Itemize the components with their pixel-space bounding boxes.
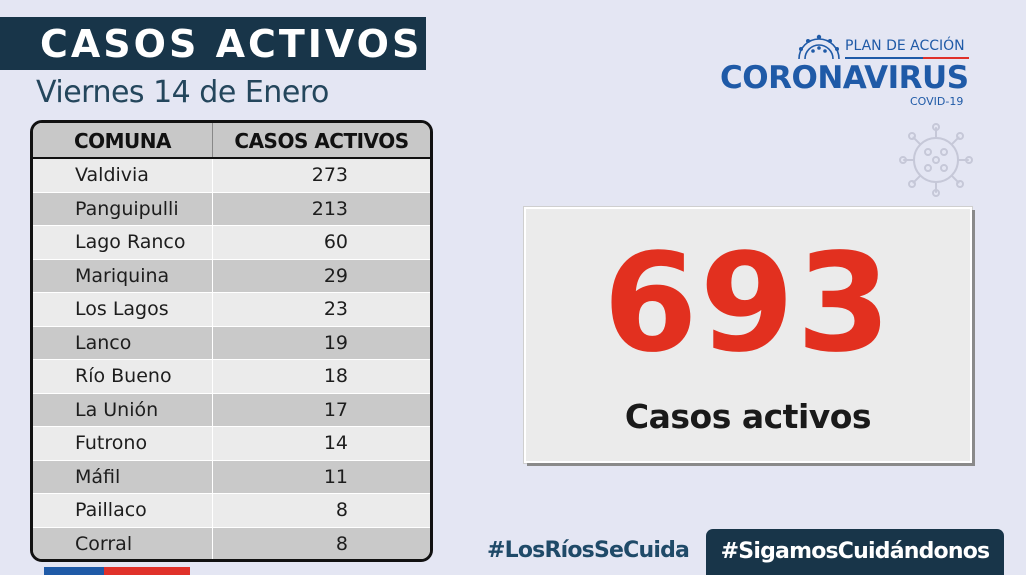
table-row: Los Lagos 23 — [33, 293, 430, 327]
table-row: Paillaco 8 — [33, 494, 430, 528]
date-subtitle: Viernes 14 de Enero — [36, 75, 329, 110]
hashtag-los-rios: #LosRíosSeCuida — [487, 538, 690, 563]
page-title: CASOS ACTIVOS — [40, 22, 423, 66]
table-row: Valdivia 273 — [33, 159, 430, 193]
table-row: Lago Ranco 60 — [33, 226, 430, 260]
table-row: Máfil 11 — [33, 460, 430, 494]
hashtag-banner: #SigamosCuidándonos — [706, 529, 1004, 575]
table-row: Lanco 19 — [33, 326, 430, 360]
table-row: Corral 8 — [33, 527, 430, 559]
cell-comuna: Lago Ranco — [33, 226, 213, 259]
cell-casos: 17 — [323, 398, 348, 421]
cell-comuna: Corral — [33, 527, 213, 559]
cell-comuna: Mariquina — [33, 259, 213, 292]
logo-covid-text: COVID-19 — [910, 95, 964, 108]
logo-coronavirus-text: CORONAVIRUS — [720, 60, 969, 96]
cell-casos: 11 — [323, 465, 348, 488]
virus-decoration-icon — [899, 123, 973, 197]
cell-comuna: Río Bueno — [33, 360, 213, 393]
cell-casos: 23 — [323, 298, 348, 320]
title-banner — [0, 17, 426, 70]
cell-comuna: Lanco — [33, 326, 213, 359]
cell-casos: 8 — [335, 499, 348, 521]
total-cases-card: 693 Casos activos — [524, 207, 972, 463]
cell-comuna: Futrono — [33, 427, 213, 460]
table-row: Panguipulli 213 — [33, 192, 430, 226]
table-row: La Unión 17 — [33, 393, 430, 427]
cell-casos: 18 — [323, 365, 348, 387]
coronavirus-logo: PLAN DE ACCIÓN CORONAVIRUS COVID-19 — [720, 32, 970, 112]
total-cases-label: Casos activos — [624, 397, 872, 436]
table-row: Futrono 14 — [33, 427, 430, 461]
cell-casos: 60 — [323, 231, 348, 253]
table-row: Río Bueno 18 — [33, 360, 430, 394]
cases-table: COMUNA CASOS ACTIVOS Valdivia 273 Panguipu… — [30, 120, 433, 562]
header-casos-activos: CASOS ACTIVOS — [234, 129, 409, 153]
table-header: COMUNA CASOS ACTIVOS — [33, 123, 430, 159]
logo-plan-text: PLAN DE ACCIÓN — [845, 38, 965, 54]
cell-comuna: Paillaco — [33, 494, 213, 527]
header-comuna: COMUNA — [33, 123, 213, 157]
cell-comuna: Máfil — [33, 460, 213, 493]
cell-comuna: Valdivia — [33, 159, 213, 192]
coronavirus-icon — [798, 34, 840, 60]
cell-comuna: Los Lagos — [33, 293, 213, 326]
cell-casos: 8 — [335, 532, 348, 555]
cell-casos: 14 — [323, 432, 348, 454]
cell-casos: 213 — [311, 197, 348, 220]
cell-comuna: La Unión — [33, 393, 213, 426]
cell-casos: 19 — [323, 331, 348, 354]
table-row: Mariquina 29 — [33, 259, 430, 293]
total-cases-number: 693 — [603, 225, 893, 383]
cell-casos: 29 — [323, 264, 348, 287]
table-body: Valdivia 273 Panguipulli 213 Lago Ranco 60 Mar… — [33, 159, 430, 559]
flag-stripe — [44, 567, 190, 575]
cell-comuna: Panguipulli — [33, 192, 213, 225]
logo-underline — [845, 57, 969, 59]
cell-casos: 273 — [311, 164, 348, 186]
hashtag-sigamos: #SigamosCuidándonos — [720, 539, 990, 564]
